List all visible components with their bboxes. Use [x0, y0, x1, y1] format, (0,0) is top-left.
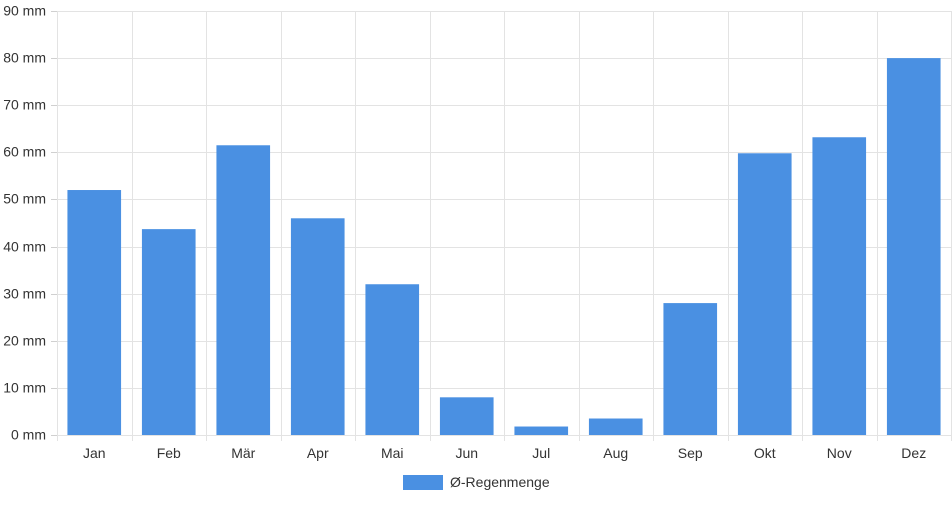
x-tick-label: Okt [754, 445, 776, 461]
legend-label[interactable]: Ø-Regenmenge [450, 474, 550, 490]
bar-Sep[interactable] [663, 303, 718, 435]
y-tick-label: 10 mm [3, 380, 46, 396]
bar-Feb[interactable] [141, 229, 196, 435]
bar-Nov[interactable] [812, 137, 867, 435]
x-tick-label: Jan [83, 445, 106, 461]
x-axis: Jan Feb Mär Apr Mai Jun Jul Aug Sep Okt Nov Dez [83, 445, 926, 461]
bar-Mär[interactable] [216, 145, 271, 435]
x-tick-label: Feb [157, 445, 181, 461]
bar-Mai[interactable] [365, 284, 420, 435]
bar-Jun[interactable] [439, 397, 494, 435]
x-tick-label: Apr [307, 445, 329, 461]
x-tick-label: Aug [603, 445, 628, 461]
x-tick-label: Mär [231, 445, 255, 461]
bar-Okt[interactable] [737, 153, 792, 435]
legend[interactable]: Ø-Regenmenge [403, 474, 550, 490]
y-tick-label: 40 mm [3, 239, 46, 255]
x-tick-label: Sep [678, 445, 703, 461]
bar-Aug[interactable] [588, 418, 643, 435]
x-tick-label: Jul [532, 445, 550, 461]
y-tick-label: 0 mm [11, 427, 46, 443]
y-tick-label: 70 mm [3, 97, 46, 113]
y-tick-label: 20 mm [3, 333, 46, 349]
bar-Apr[interactable] [290, 218, 345, 435]
legend-swatch[interactable] [403, 475, 443, 490]
y-axis: 0 mm 10 mm 20 mm 30 mm 40 mm 50 mm 60 mm 70 mm 8… [3, 3, 57, 443]
bar-Jul[interactable] [514, 426, 569, 435]
x-tick-label: Mai [381, 445, 404, 461]
x-tick-label: Nov [827, 445, 852, 461]
y-tick-label: 50 mm [3, 191, 46, 207]
y-tick-label: 90 mm [3, 3, 46, 19]
bar-Dez[interactable] [886, 58, 941, 435]
y-tick-label: 30 mm [3, 286, 46, 302]
y-tick-label: 60 mm [3, 144, 46, 160]
y-tick-label: 80 mm [3, 50, 46, 66]
x-tick-label: Jun [455, 445, 478, 461]
x-tick-label: Dez [901, 445, 926, 461]
bar-Jan[interactable] [67, 190, 122, 435]
bars [67, 58, 941, 435]
